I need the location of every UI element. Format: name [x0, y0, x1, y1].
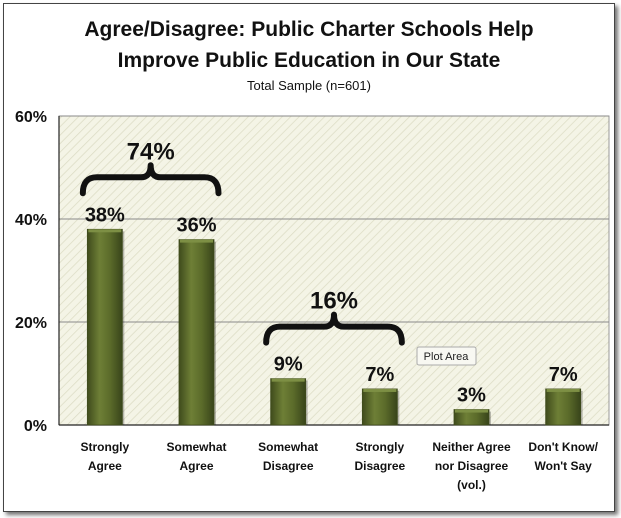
bar-top-highlight: [546, 388, 580, 392]
category-label: Strongly: [355, 440, 404, 454]
chart-frame: Agree/Disagree: Public Charter Schools H…: [3, 3, 615, 512]
bar-top-highlight: [180, 239, 213, 243]
group-label: 74%: [127, 138, 175, 165]
tooltip-text: Plot Area: [424, 351, 470, 363]
chart-title-line2: Improve Public Education in Our State: [118, 49, 501, 72]
bar[interactable]: [178, 239, 215, 426]
bar-top-highlight: [363, 388, 397, 392]
category-label: Neither Agree: [432, 440, 511, 454]
group-bracket: [263, 311, 405, 346]
chart-title-line1: Agree/Disagree: Public Charter Schools H…: [84, 18, 533, 41]
bar-top-highlight: [455, 409, 488, 413]
bar-top-highlight: [271, 378, 305, 382]
category-label: nor Disagree: [435, 459, 509, 473]
y-tick-label: 0%: [24, 418, 47, 435]
value-labels: 38% 36% 9% 7% 3% 7%: [85, 204, 578, 406]
category-label: Don't Know/: [528, 440, 598, 454]
category-label: Won't Say: [535, 459, 593, 473]
category-label: Somewhat: [166, 440, 226, 454]
category-label: Somewhat: [258, 440, 318, 454]
bar[interactable]: [270, 378, 307, 426]
bar-chart: Agree/Disagree: Public Charter Schools H…: [15, 18, 610, 492]
y-tick-label: 40%: [15, 212, 47, 229]
group-bracket: [79, 162, 222, 197]
value-label: 38%: [85, 204, 125, 226]
category-label: Strongly: [80, 440, 129, 454]
value-label: 3%: [457, 385, 486, 407]
plot-area-tooltip: Plot Area: [416, 346, 477, 366]
group-label: 16%: [310, 288, 358, 315]
chart-subtitle: Total Sample (n=601): [247, 78, 371, 93]
bar[interactable]: [86, 228, 123, 426]
value-label: 7%: [549, 364, 578, 386]
category-label: (vol.): [457, 478, 486, 492]
bar-top-highlight: [88, 229, 122, 233]
y-tick-label: 20%: [15, 315, 47, 332]
y-tick-label: 60%: [15, 109, 47, 126]
bar[interactable]: [361, 388, 398, 426]
value-label: 36%: [176, 215, 216, 237]
y-axis-ticks: 0% 20% 40% 60%: [15, 109, 47, 435]
category-label: Agree: [179, 459, 213, 473]
bars: [86, 228, 583, 426]
value-label: 9%: [274, 354, 303, 376]
bar[interactable]: [545, 388, 582, 426]
category-label: Disagree: [354, 459, 405, 473]
value-label: 7%: [365, 364, 394, 386]
gridlines: [58, 115, 609, 426]
category-label: Disagree: [263, 459, 314, 473]
category-label: Agree: [88, 459, 122, 473]
group-brackets: 74% 16%: [79, 138, 405, 346]
category-labels: Strongly Agree Somewhat Agree Somewhat Disagr…: [80, 440, 598, 492]
